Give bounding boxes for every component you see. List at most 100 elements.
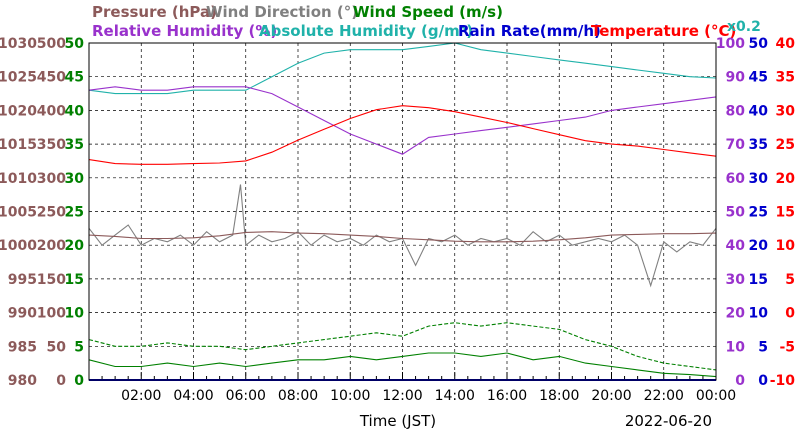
y-tick-label-wind-direction: 300 bbox=[37, 171, 66, 187]
y-tick-label-pressure: 990 bbox=[8, 306, 37, 322]
y-tick-label-humidity: 60 bbox=[726, 171, 746, 187]
x-tick-label: 02:00 bbox=[121, 388, 161, 404]
y-tick-label-wind-speed: 35 bbox=[65, 137, 84, 153]
y-tick-label-rain-rate: 15 bbox=[749, 272, 768, 288]
series-line-relative-humidity bbox=[88, 86, 717, 155]
y-tick-label-pressure: 1030 bbox=[0, 36, 37, 52]
x-tick-label: 18:00 bbox=[539, 388, 579, 404]
x-tick-label: 04:00 bbox=[173, 388, 213, 404]
title-wind-speed: Wind Speed (m/s) bbox=[353, 3, 503, 21]
y-tick-label-rain-rate: 30 bbox=[749, 171, 769, 187]
y-tick-label-wind-speed: 40 bbox=[65, 103, 85, 119]
y-tick-label-temperature: 5 bbox=[785, 272, 795, 288]
x-tick-label: 00:00 bbox=[696, 388, 736, 404]
y-tick-label-humidity: 80 bbox=[726, 103, 746, 119]
y-tick-label-pressure: 980 bbox=[8, 373, 37, 389]
x-tick-label: 14:00 bbox=[435, 388, 475, 404]
y-tick-label-wind-speed: 50 bbox=[65, 36, 85, 52]
title-wind-direction: Wind Direction (°) bbox=[206, 3, 358, 21]
y-tick-label-pressure: 985 bbox=[8, 339, 37, 355]
y-tick-label-wind-direction: 500 bbox=[37, 36, 66, 52]
y-tick-label-wind-direction: 250 bbox=[37, 205, 66, 221]
y-tick-label-humidity: 30 bbox=[726, 272, 746, 288]
y-tick-label-humidity: 10 bbox=[726, 339, 746, 355]
y-tick-label-pressure: 995 bbox=[8, 272, 37, 288]
y-tick-label-temperature: -10 bbox=[770, 373, 796, 389]
x-tick-label: 12:00 bbox=[382, 388, 422, 404]
y-tick-label-rain-rate: 50 bbox=[749, 36, 769, 52]
y-tick-label-wind-direction: 200 bbox=[37, 238, 66, 254]
y-tick-label-rain-rate: 40 bbox=[749, 103, 769, 119]
title-absolute-humidity: Absolute Humidity (g/m³) bbox=[259, 22, 473, 40]
y-tick-label-pressure: 1005 bbox=[0, 205, 37, 221]
x-tick-label: 08:00 bbox=[278, 388, 318, 404]
y-tick-label-wind-direction: 150 bbox=[37, 272, 66, 288]
date-label: 2022-06-20 bbox=[625, 412, 712, 430]
x-tick-label: 22:00 bbox=[644, 388, 684, 404]
y-tick-label-temperature: 0 bbox=[785, 306, 795, 322]
y-tick-label-wind-speed: 45 bbox=[65, 70, 84, 86]
y-tick-label-rain-rate: 45 bbox=[749, 70, 768, 86]
title-temperature: Temperature (°C) bbox=[591, 22, 736, 40]
y-tick-label-rain-rate: 35 bbox=[749, 137, 768, 153]
series-line-pressure-hpa bbox=[88, 231, 717, 243]
y-tick-label-rain-rate: 25 bbox=[749, 205, 768, 221]
title-rain-rate: Rain Rate(mm/h) bbox=[458, 22, 601, 40]
series-line-temperature-c bbox=[88, 105, 717, 165]
x-tick-label: 10:00 bbox=[330, 388, 370, 404]
y-tick-label-wind-direction: 50 bbox=[47, 339, 67, 355]
chart-title-row-2: Relative Humidity (%) Absolute Humidity … bbox=[92, 22, 736, 40]
series-line-wind-direction bbox=[88, 184, 717, 288]
y-tick-label-temperature: 20 bbox=[776, 171, 796, 187]
plot-frame bbox=[88, 42, 717, 381]
y-tick-label-temperature: 35 bbox=[776, 70, 795, 86]
y-tick-label-wind-speed: 0 bbox=[74, 373, 84, 389]
y-tick-label-wind-direction: 350 bbox=[37, 137, 66, 153]
y-tick-label-temperature: 40 bbox=[776, 36, 796, 52]
y-tick-label-wind-direction: 100 bbox=[37, 306, 66, 322]
title-relative-humidity: Relative Humidity (%) bbox=[92, 22, 277, 40]
y-tick-label-temperature: -5 bbox=[779, 339, 795, 355]
y-tick-label-humidity: 20 bbox=[726, 306, 746, 322]
y-tick-label-wind-speed: 15 bbox=[65, 272, 84, 288]
chart-title-row-1: Pressure (hPa) Wind Direction (°) Wind S… bbox=[92, 3, 503, 21]
y-tick-label-wind-speed: 25 bbox=[65, 205, 84, 221]
y-tick-label-rain-rate: 20 bbox=[749, 238, 769, 254]
y-tick-label-humidity: 50 bbox=[726, 205, 746, 221]
y-tick-label-rain-rate: 10 bbox=[749, 306, 769, 322]
y-tick-label-wind-direction: 400 bbox=[37, 103, 66, 119]
y-tick-label-wind-direction: 450 bbox=[37, 70, 66, 86]
y-tick-label-temperature: 30 bbox=[776, 103, 796, 119]
y-tick-label-humidity: 100 bbox=[716, 36, 745, 52]
y-tick-label-wind-speed: 30 bbox=[65, 171, 85, 187]
y-tick-label-pressure: 1025 bbox=[0, 70, 37, 86]
y-tick-label-temperature: 10 bbox=[776, 238, 796, 254]
y-tick-label-rain-rate: 5 bbox=[758, 339, 768, 355]
rain-scale-note: x0.2 bbox=[727, 19, 761, 35]
y-tick-label-pressure: 1010 bbox=[0, 171, 37, 187]
grid-lines bbox=[88, 43, 717, 380]
title-pressure: Pressure (hPa) bbox=[92, 3, 217, 21]
y-tick-label-wind-speed: 5 bbox=[74, 339, 84, 355]
y-tick-label-humidity: 0 bbox=[735, 373, 745, 389]
y-tick-label-pressure: 1000 bbox=[0, 238, 37, 254]
y-tick-label-pressure: 1015 bbox=[0, 137, 37, 153]
left-axis-labels: 9809859909951000100510101015102010251030… bbox=[0, 36, 84, 389]
y-tick-label-temperature: 15 bbox=[776, 205, 795, 221]
y-tick-label-rain-rate: 0 bbox=[758, 373, 768, 389]
series-line-absolute-humidity-g-m bbox=[88, 42, 717, 95]
y-tick-label-wind-speed: 10 bbox=[65, 306, 85, 322]
y-tick-label-humidity: 90 bbox=[726, 70, 746, 86]
series-line-wind-speed-m-s bbox=[88, 352, 717, 378]
right-axis-labels: 0102030405060708090100051015202530354045… bbox=[716, 36, 795, 389]
x-tick-label: 20:00 bbox=[591, 388, 631, 404]
y-tick-label-wind-direction: 0 bbox=[56, 373, 66, 389]
y-tick-label-humidity: 70 bbox=[726, 137, 746, 153]
y-tick-label-pressure: 1020 bbox=[0, 103, 37, 119]
y-tick-label-temperature: 25 bbox=[776, 137, 795, 153]
x-tick-label: 16:00 bbox=[487, 388, 527, 404]
y-tick-label-wind-speed: 20 bbox=[65, 238, 85, 254]
series-line-wind-gust-m-s bbox=[88, 322, 717, 371]
x-axis-labels: 02:00 04:00 06:00 08:00 10:00 12:00 14:00 16:00… bbox=[121, 388, 736, 404]
